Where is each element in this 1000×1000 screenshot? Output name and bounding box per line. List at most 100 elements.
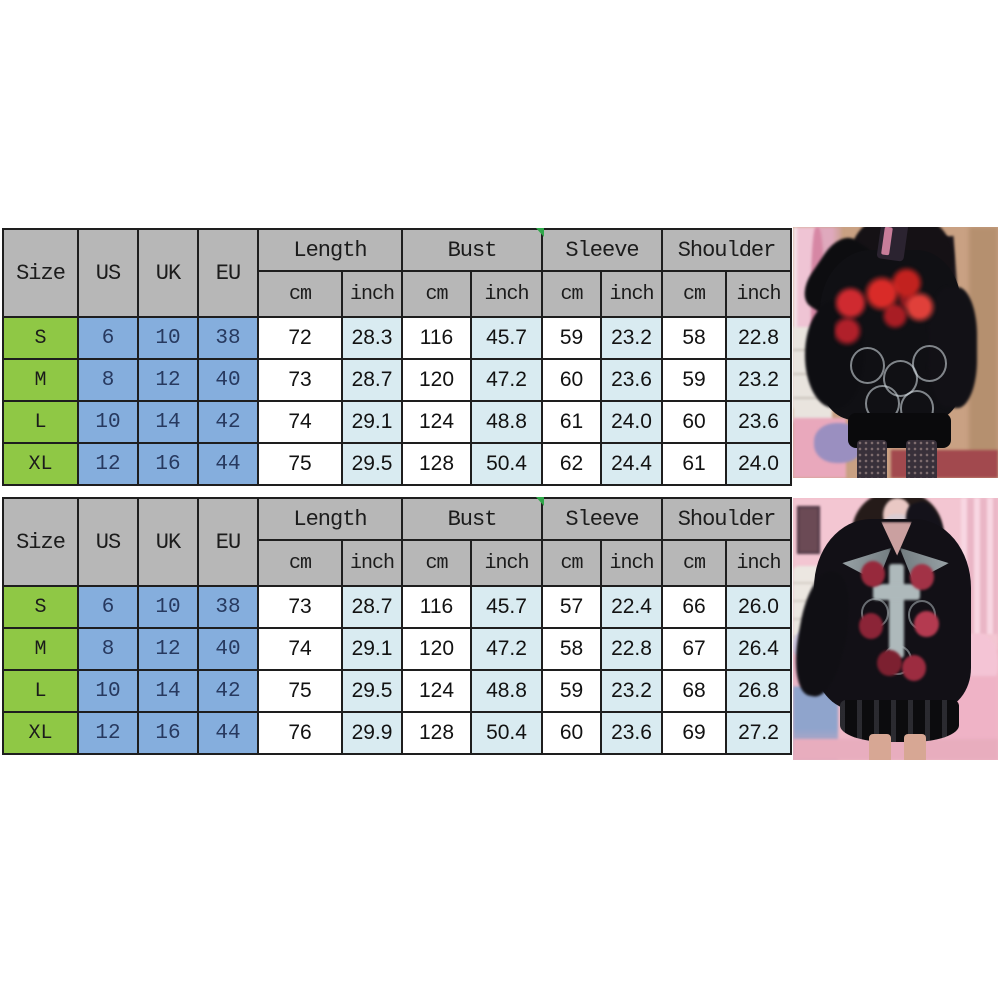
- cell-us: 12: [77, 711, 139, 755]
- cell-sleeve-cm: 57: [541, 585, 602, 629]
- cell-bust-inch: 48.8: [470, 400, 543, 444]
- rose-print: [909, 563, 935, 590]
- header-row-groups: Size US UK EU Length Bust Sleeve Shoulde…: [2, 228, 792, 318]
- header-row-units: cm inch cm inch cm inch cm inch: [3, 539, 792, 587]
- cell-length-inch: 28.7: [341, 358, 403, 402]
- cell-uk: 14: [137, 400, 199, 444]
- col-header-us: US: [77, 497, 139, 587]
- model-leg: [903, 733, 927, 760]
- cell-shoulder-cm: 59: [661, 358, 727, 402]
- size-row-s: S 6 10 38 73 28.7 116 45.7 57 22.4 66 26…: [2, 585, 792, 629]
- cell-eu: 42: [197, 669, 259, 713]
- pink-floor: [793, 739, 998, 760]
- cell-eu: 42: [197, 400, 259, 444]
- skull-print: [911, 344, 947, 382]
- cell-shoulder-inch: 27.2: [725, 711, 792, 755]
- cell-bust-inch: 47.2: [470, 627, 543, 671]
- product-photo-2: [793, 498, 998, 760]
- cell-size: M: [2, 627, 79, 671]
- rose-print: [858, 613, 884, 640]
- cell-length-cm: 75: [257, 442, 343, 486]
- cell-size: XL: [2, 442, 79, 486]
- green-corner-artifact: [536, 228, 544, 237]
- model-leg-tights: [905, 440, 937, 478]
- cell-size: S: [2, 585, 79, 629]
- cell-shoulder-inch: 26.8: [725, 669, 792, 713]
- cell-bust-inch: 50.4: [470, 442, 543, 486]
- col-header-length: Length: [257, 497, 403, 541]
- unit-header-bust-inch: inch: [470, 539, 543, 587]
- cell-sleeve-cm: 60: [541, 358, 602, 402]
- cell-size: S: [2, 316, 79, 360]
- cell-bust-cm: 120: [401, 358, 472, 402]
- model-leg-tights: [856, 440, 888, 478]
- cell-shoulder-cm: 61: [661, 442, 727, 486]
- cell-shoulder-cm: 60: [661, 400, 727, 444]
- cell-shoulder-cm: 67: [661, 627, 727, 671]
- cell-size: XL: [2, 711, 79, 755]
- cell-length-cm: 73: [257, 358, 343, 402]
- size-chart-block-2: Size US UK EU Length Bust Sleeve Shoulde…: [2, 497, 792, 755]
- cell-size: L: [2, 669, 79, 713]
- col-header-sleeve: Sleeve: [541, 228, 663, 272]
- black-pleated-skirt: [840, 699, 960, 742]
- cell-sleeve-cm: 60: [541, 711, 602, 755]
- cell-sleeve-inch: 22.8: [600, 627, 663, 671]
- col-header-shoulder: Shoulder: [661, 497, 792, 541]
- model-leg: [868, 733, 892, 760]
- size-row-l: L 10 14 42 75 29.5 124 48.8 59 23.2 68 2…: [2, 669, 792, 713]
- cell-bust-cm: 120: [401, 627, 472, 671]
- col-header-size: Size: [2, 497, 79, 587]
- cell-bust-cm: 116: [401, 316, 472, 360]
- cell-eu: 38: [197, 585, 259, 629]
- rose-print: [860, 560, 886, 588]
- cell-sleeve-inch: 24.4: [600, 442, 663, 486]
- cell-us: 10: [77, 669, 139, 713]
- cell-sleeve-inch: 23.6: [600, 358, 663, 402]
- cell-size: L: [2, 400, 79, 444]
- cell-size: M: [2, 358, 79, 402]
- unit-header-shoulder-cm: cm: [661, 270, 727, 318]
- cell-sleeve-inch: 24.0: [600, 400, 663, 444]
- unit-header-length-cm: cm: [257, 270, 343, 318]
- cell-eu: 44: [197, 442, 259, 486]
- unit-header-bust-cm: cm: [401, 539, 472, 587]
- rose-print: [913, 610, 939, 637]
- cell-length-cm: 73: [257, 585, 343, 629]
- cell-length-inch: 29.9: [341, 711, 403, 755]
- cell-uk: 12: [137, 627, 199, 671]
- unit-header-length-inch: inch: [341, 270, 403, 318]
- cell-us: 8: [77, 358, 139, 402]
- cell-length-cm: 74: [257, 627, 343, 671]
- size-row-m: M 8 12 40 73 28.7 120 47.2 60 23.6 59 23…: [2, 358, 792, 402]
- cell-sleeve-cm: 61: [541, 400, 602, 444]
- cell-uk: 16: [137, 442, 199, 486]
- size-row-xl: XL 12 16 44 76 29.9 128 50.4 60 23.6 69 …: [2, 711, 792, 755]
- unit-header-shoulder-inch: inch: [725, 270, 792, 318]
- unit-header-length-cm: cm: [257, 539, 343, 587]
- cell-shoulder-cm: 69: [661, 711, 727, 755]
- col-header-bust: Bust: [401, 497, 543, 541]
- cell-shoulder-inch: 26.4: [725, 627, 792, 671]
- col-header-eu: EU: [197, 228, 259, 318]
- col-header-length: Length: [257, 228, 403, 272]
- cell-length-inch: 28.7: [341, 585, 403, 629]
- cell-bust-inch: 45.7: [470, 585, 543, 629]
- skull-print: [850, 347, 886, 385]
- cell-shoulder-inch: 23.6: [725, 400, 792, 444]
- cell-bust-cm: 128: [401, 442, 472, 486]
- cell-shoulder-cm: 58: [661, 316, 727, 360]
- cell-length-inch: 29.1: [341, 400, 403, 444]
- header-row-units: cm inch cm inch cm inch cm inch: [3, 270, 792, 318]
- cell-uk: 12: [137, 358, 199, 402]
- cross-print: [872, 584, 921, 601]
- cell-eu: 44: [197, 711, 259, 755]
- col-header-sleeve: Sleeve: [541, 497, 663, 541]
- size-row-l: L 10 14 42 74 29.1 124 48.8 61 24.0 60 2…: [2, 400, 792, 444]
- unit-header-shoulder-cm: cm: [661, 539, 727, 587]
- cell-bust-cm: 124: [401, 400, 472, 444]
- cell-uk: 10: [137, 585, 199, 629]
- cell-sleeve-inch: 23.2: [600, 316, 663, 360]
- cell-eu: 38: [197, 316, 259, 360]
- phone: [876, 227, 909, 262]
